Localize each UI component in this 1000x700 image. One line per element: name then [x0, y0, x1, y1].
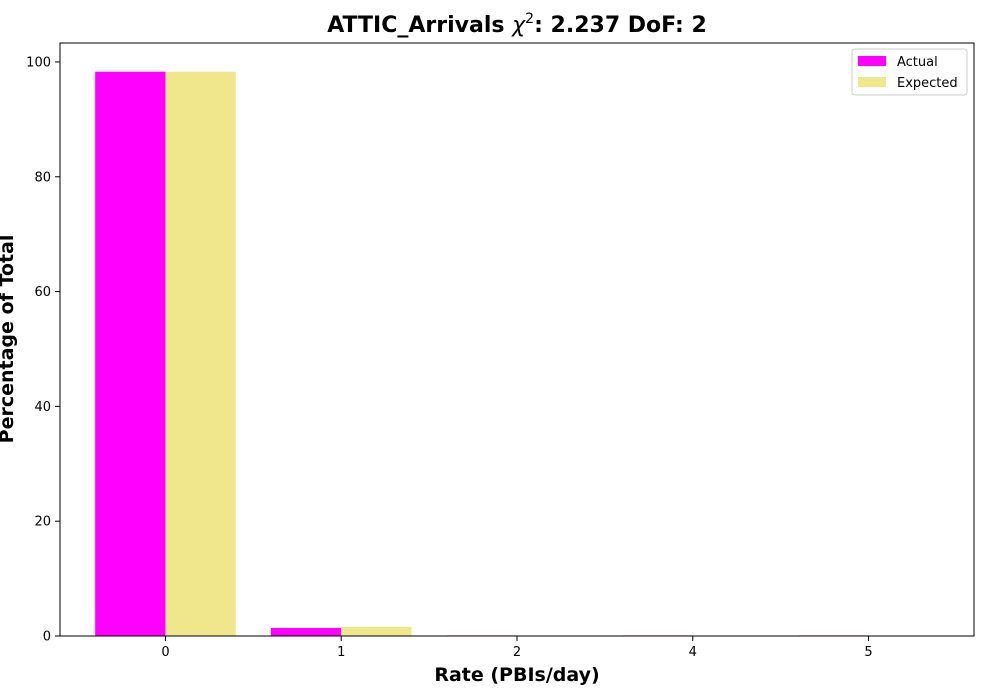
legend-label-expected: Expected: [897, 76, 958, 91]
bars-layer: [95, 71, 869, 636]
y-tick-label: 60: [34, 285, 51, 300]
x-tick-label: 4: [689, 645, 697, 660]
bar-expected-0: [165, 71, 236, 636]
bar-expected-1: [341, 626, 412, 636]
legend-label-actual: Actual: [897, 55, 938, 70]
legend: Actual Expected: [851, 48, 968, 96]
legend-swatch-expected: [858, 77, 886, 87]
chart-title-main: ATTIC_Arrivals: [327, 13, 512, 38]
y-tick-label: 40: [34, 400, 51, 415]
bar-actual-1: [270, 627, 342, 636]
legend-swatch-actual: [858, 56, 886, 66]
x-tick-label: 1: [337, 645, 345, 660]
y-tick-label: 20: [34, 515, 51, 530]
x-tick-label: 2: [513, 645, 521, 660]
y-axis-label: Percentage of Total: [0, 235, 18, 444]
chart-title-chi: χ: [511, 13, 526, 38]
chart-title: ATTIC_Arrivals χ2: 2.237 DoF: 2: [327, 11, 707, 38]
x-axis-ticks: 0 1 2 4 5: [161, 636, 873, 660]
x-tick-label: 0: [161, 645, 169, 660]
x-axis-label: Rate (PBIs/day): [434, 664, 599, 686]
y-tick-label: 0: [43, 630, 51, 645]
bar-actual-0: [95, 71, 166, 636]
y-tick-label: 80: [34, 170, 51, 185]
x-tick-label: 5: [864, 645, 872, 660]
chart-title-rest: : 2.237 DoF: 2: [534, 13, 707, 38]
y-tick-label: 100: [26, 55, 51, 70]
chart-title-superscript: 2: [525, 11, 534, 27]
y-axis-ticks: 0 20 40 60 80 100: [26, 55, 60, 645]
